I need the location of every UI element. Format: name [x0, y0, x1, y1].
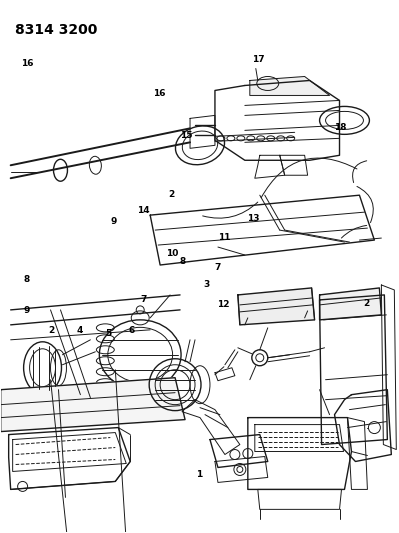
Text: 5: 5	[106, 329, 112, 338]
Text: 2: 2	[48, 326, 55, 335]
Text: 10: 10	[166, 249, 179, 259]
Text: 14: 14	[138, 206, 150, 215]
Text: 9: 9	[111, 217, 117, 226]
Text: 8314 3200: 8314 3200	[15, 22, 97, 37]
Text: 13: 13	[247, 214, 259, 223]
Text: 16: 16	[153, 89, 165, 98]
Text: 15: 15	[180, 131, 193, 140]
Text: 7: 7	[140, 295, 147, 304]
Text: 2: 2	[168, 190, 175, 199]
Text: 16: 16	[22, 59, 34, 68]
Text: 8: 8	[180, 257, 186, 265]
Polygon shape	[1, 378, 185, 432]
Text: 4: 4	[76, 326, 83, 335]
Text: 7: 7	[214, 263, 221, 272]
Polygon shape	[250, 77, 330, 95]
Text: 11: 11	[218, 233, 230, 242]
Polygon shape	[238, 288, 314, 325]
Text: 9: 9	[24, 305, 30, 314]
Polygon shape	[320, 288, 381, 320]
Text: 18: 18	[334, 123, 347, 132]
Text: 12: 12	[217, 300, 229, 309]
Text: 17: 17	[252, 55, 265, 63]
Text: 1: 1	[196, 471, 203, 479]
Text: 6: 6	[129, 326, 135, 335]
Text: 2: 2	[363, 299, 369, 308]
Text: 3: 3	[203, 279, 210, 288]
Text: 8: 8	[24, 275, 30, 284]
